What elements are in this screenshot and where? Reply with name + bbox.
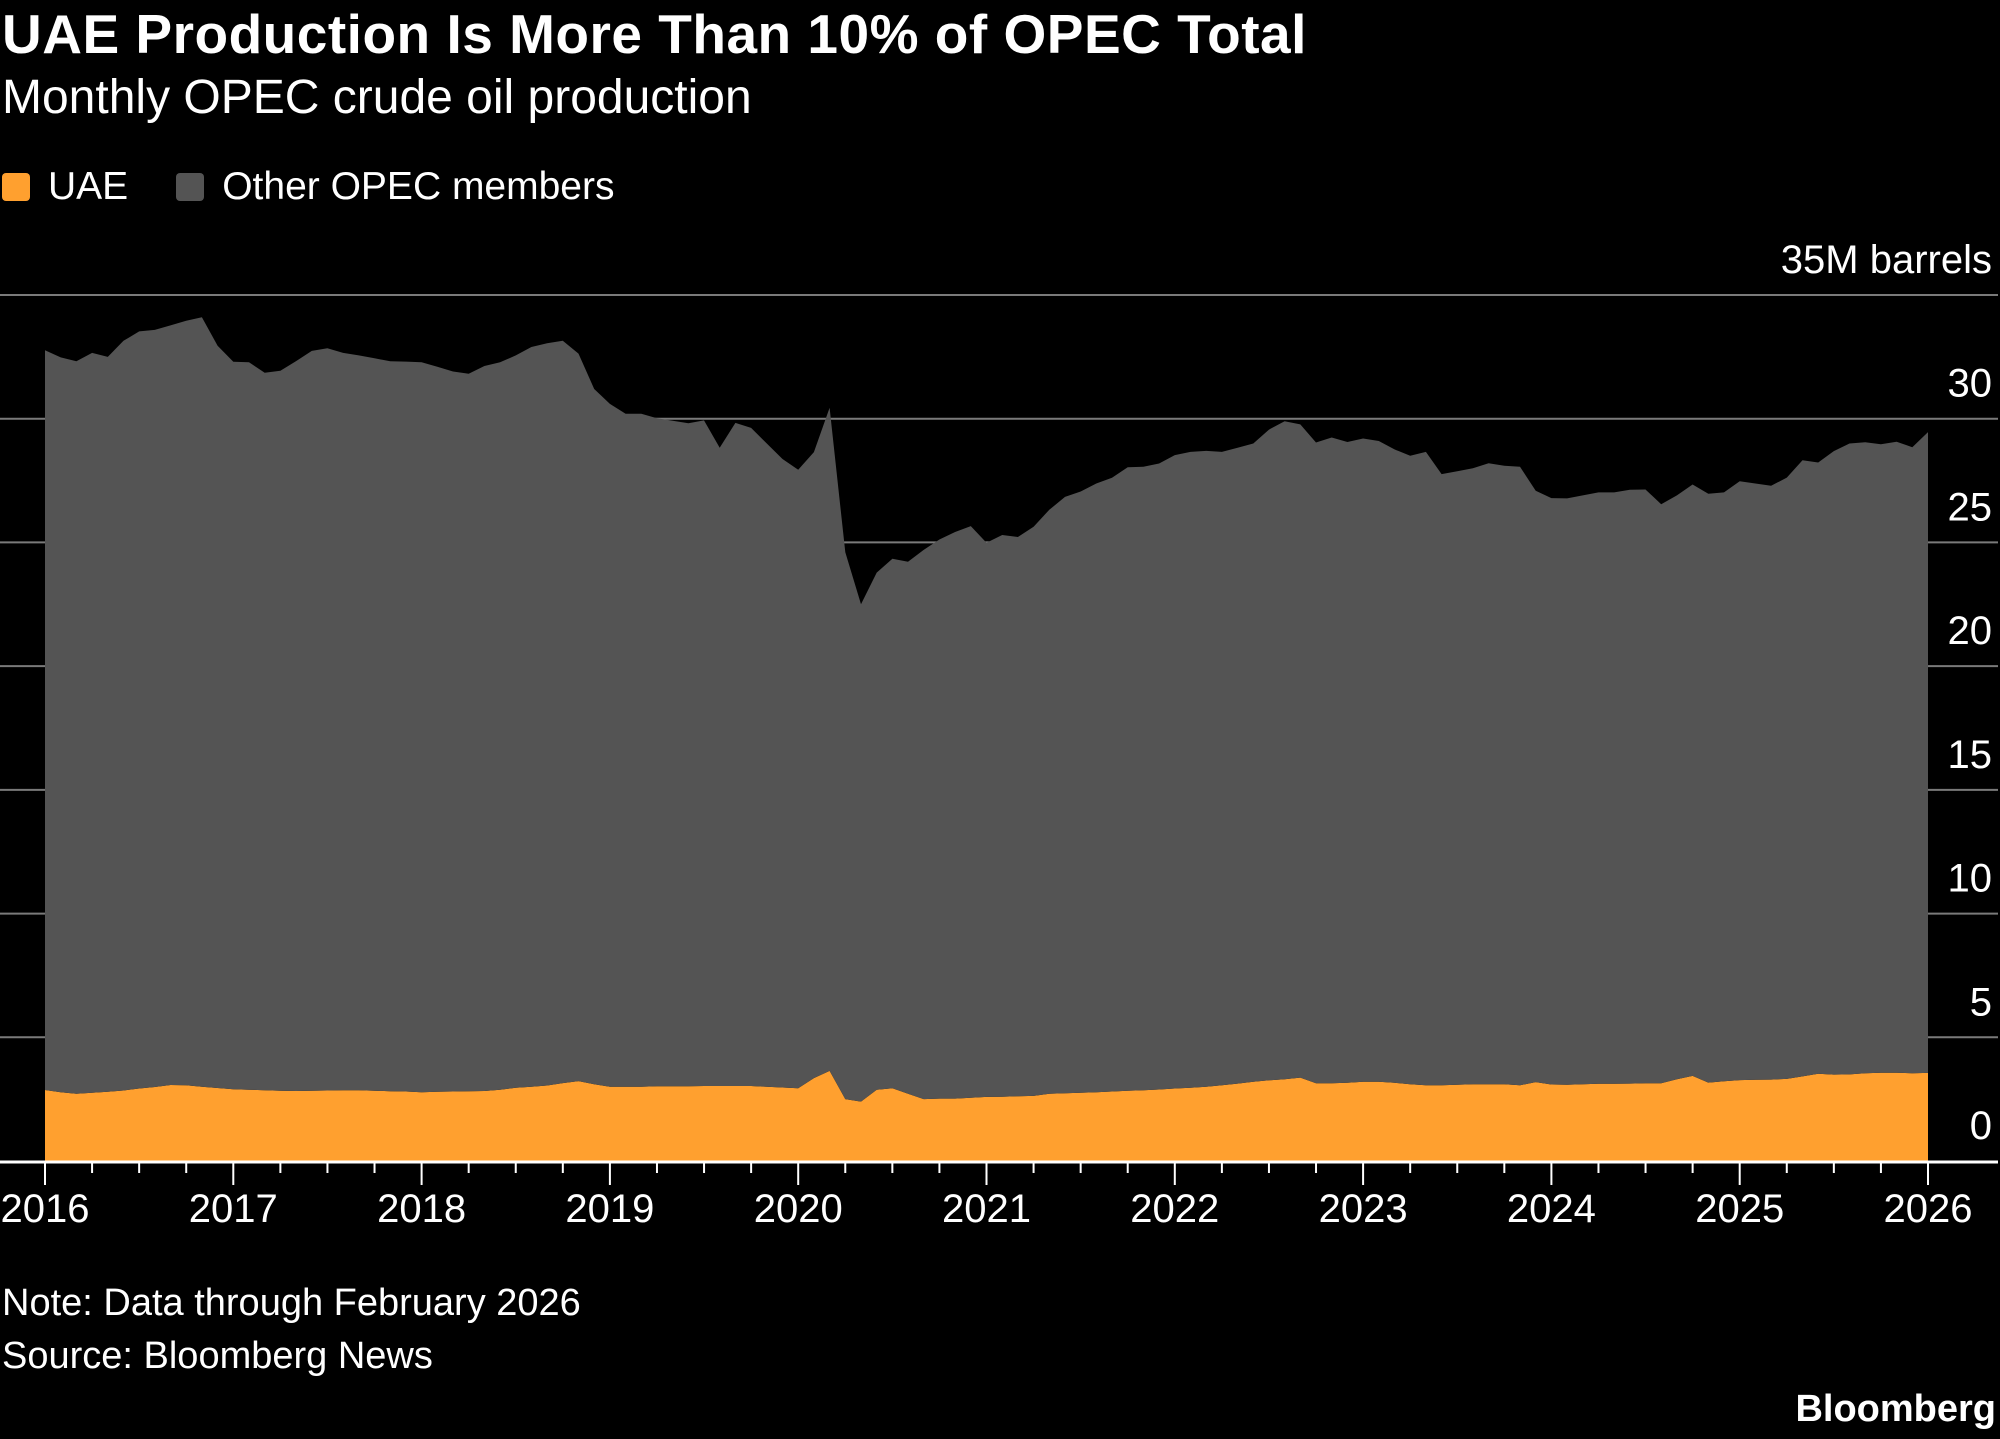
legend-label-other-opec: Other OPEC members bbox=[222, 165, 615, 208]
y-tick-label: 10 bbox=[1948, 857, 1993, 901]
legend-swatch-uae bbox=[2, 173, 30, 201]
x-tick-label: 2021 bbox=[942, 1187, 1031, 1231]
stacked-areas bbox=[45, 317, 1928, 1161]
chart-note: Note: Data through February 2026 bbox=[2, 1282, 581, 1324]
y-axis: 0 5 10 15 20 25 30 35M barrels bbox=[1781, 238, 1992, 1148]
y-tick-label: 30 bbox=[1948, 362, 1993, 406]
chart-source: Source: Bloomberg News bbox=[2, 1335, 433, 1377]
area-uae bbox=[45, 1070, 1928, 1161]
chart-subtitle: Monthly OPEC crude oil production bbox=[2, 71, 752, 124]
y-tick-label: 25 bbox=[1948, 485, 1993, 529]
chart-title: UAE Production Is More Than 10% of OPEC … bbox=[2, 3, 1307, 65]
y-tick-label: 0 bbox=[1970, 1104, 1992, 1148]
y-tick-label: 35M barrels bbox=[1781, 238, 1992, 282]
x-tick-label: 2018 bbox=[377, 1187, 466, 1231]
x-tick-label: 2024 bbox=[1507, 1187, 1596, 1231]
y-tick-label: 15 bbox=[1948, 733, 1993, 777]
area-other-opec-members bbox=[45, 317, 1928, 1102]
legend-item-other-opec: Other OPEC members bbox=[176, 165, 614, 209]
y-tick-label: 5 bbox=[1970, 980, 1992, 1024]
y-tick-label: 20 bbox=[1948, 609, 1993, 653]
x-tick-label: 2023 bbox=[1319, 1187, 1408, 1231]
x-tick-label: 2020 bbox=[754, 1187, 843, 1231]
x-tick-label: 2016 bbox=[1, 1187, 90, 1231]
legend-swatch-other-opec bbox=[176, 173, 205, 201]
x-axis: 2016 2017 2018 2019 2020 2021 2022 2023 2024 2025… bbox=[0, 1160, 1998, 1231]
x-tick-label: 2022 bbox=[1130, 1187, 1219, 1231]
x-tick-label: 2026 bbox=[1884, 1187, 1973, 1231]
x-tick-label: 2025 bbox=[1695, 1187, 1784, 1231]
x-tick-label: 2019 bbox=[565, 1187, 654, 1231]
legend: UAE Other OPEC members bbox=[2, 165, 662, 209]
bloomberg-logo: Bloomberg bbox=[1795, 1388, 1996, 1430]
legend-item-uae: UAE bbox=[2, 165, 128, 209]
legend-label-uae: UAE bbox=[48, 165, 129, 208]
x-tick-label: 2017 bbox=[189, 1187, 278, 1231]
